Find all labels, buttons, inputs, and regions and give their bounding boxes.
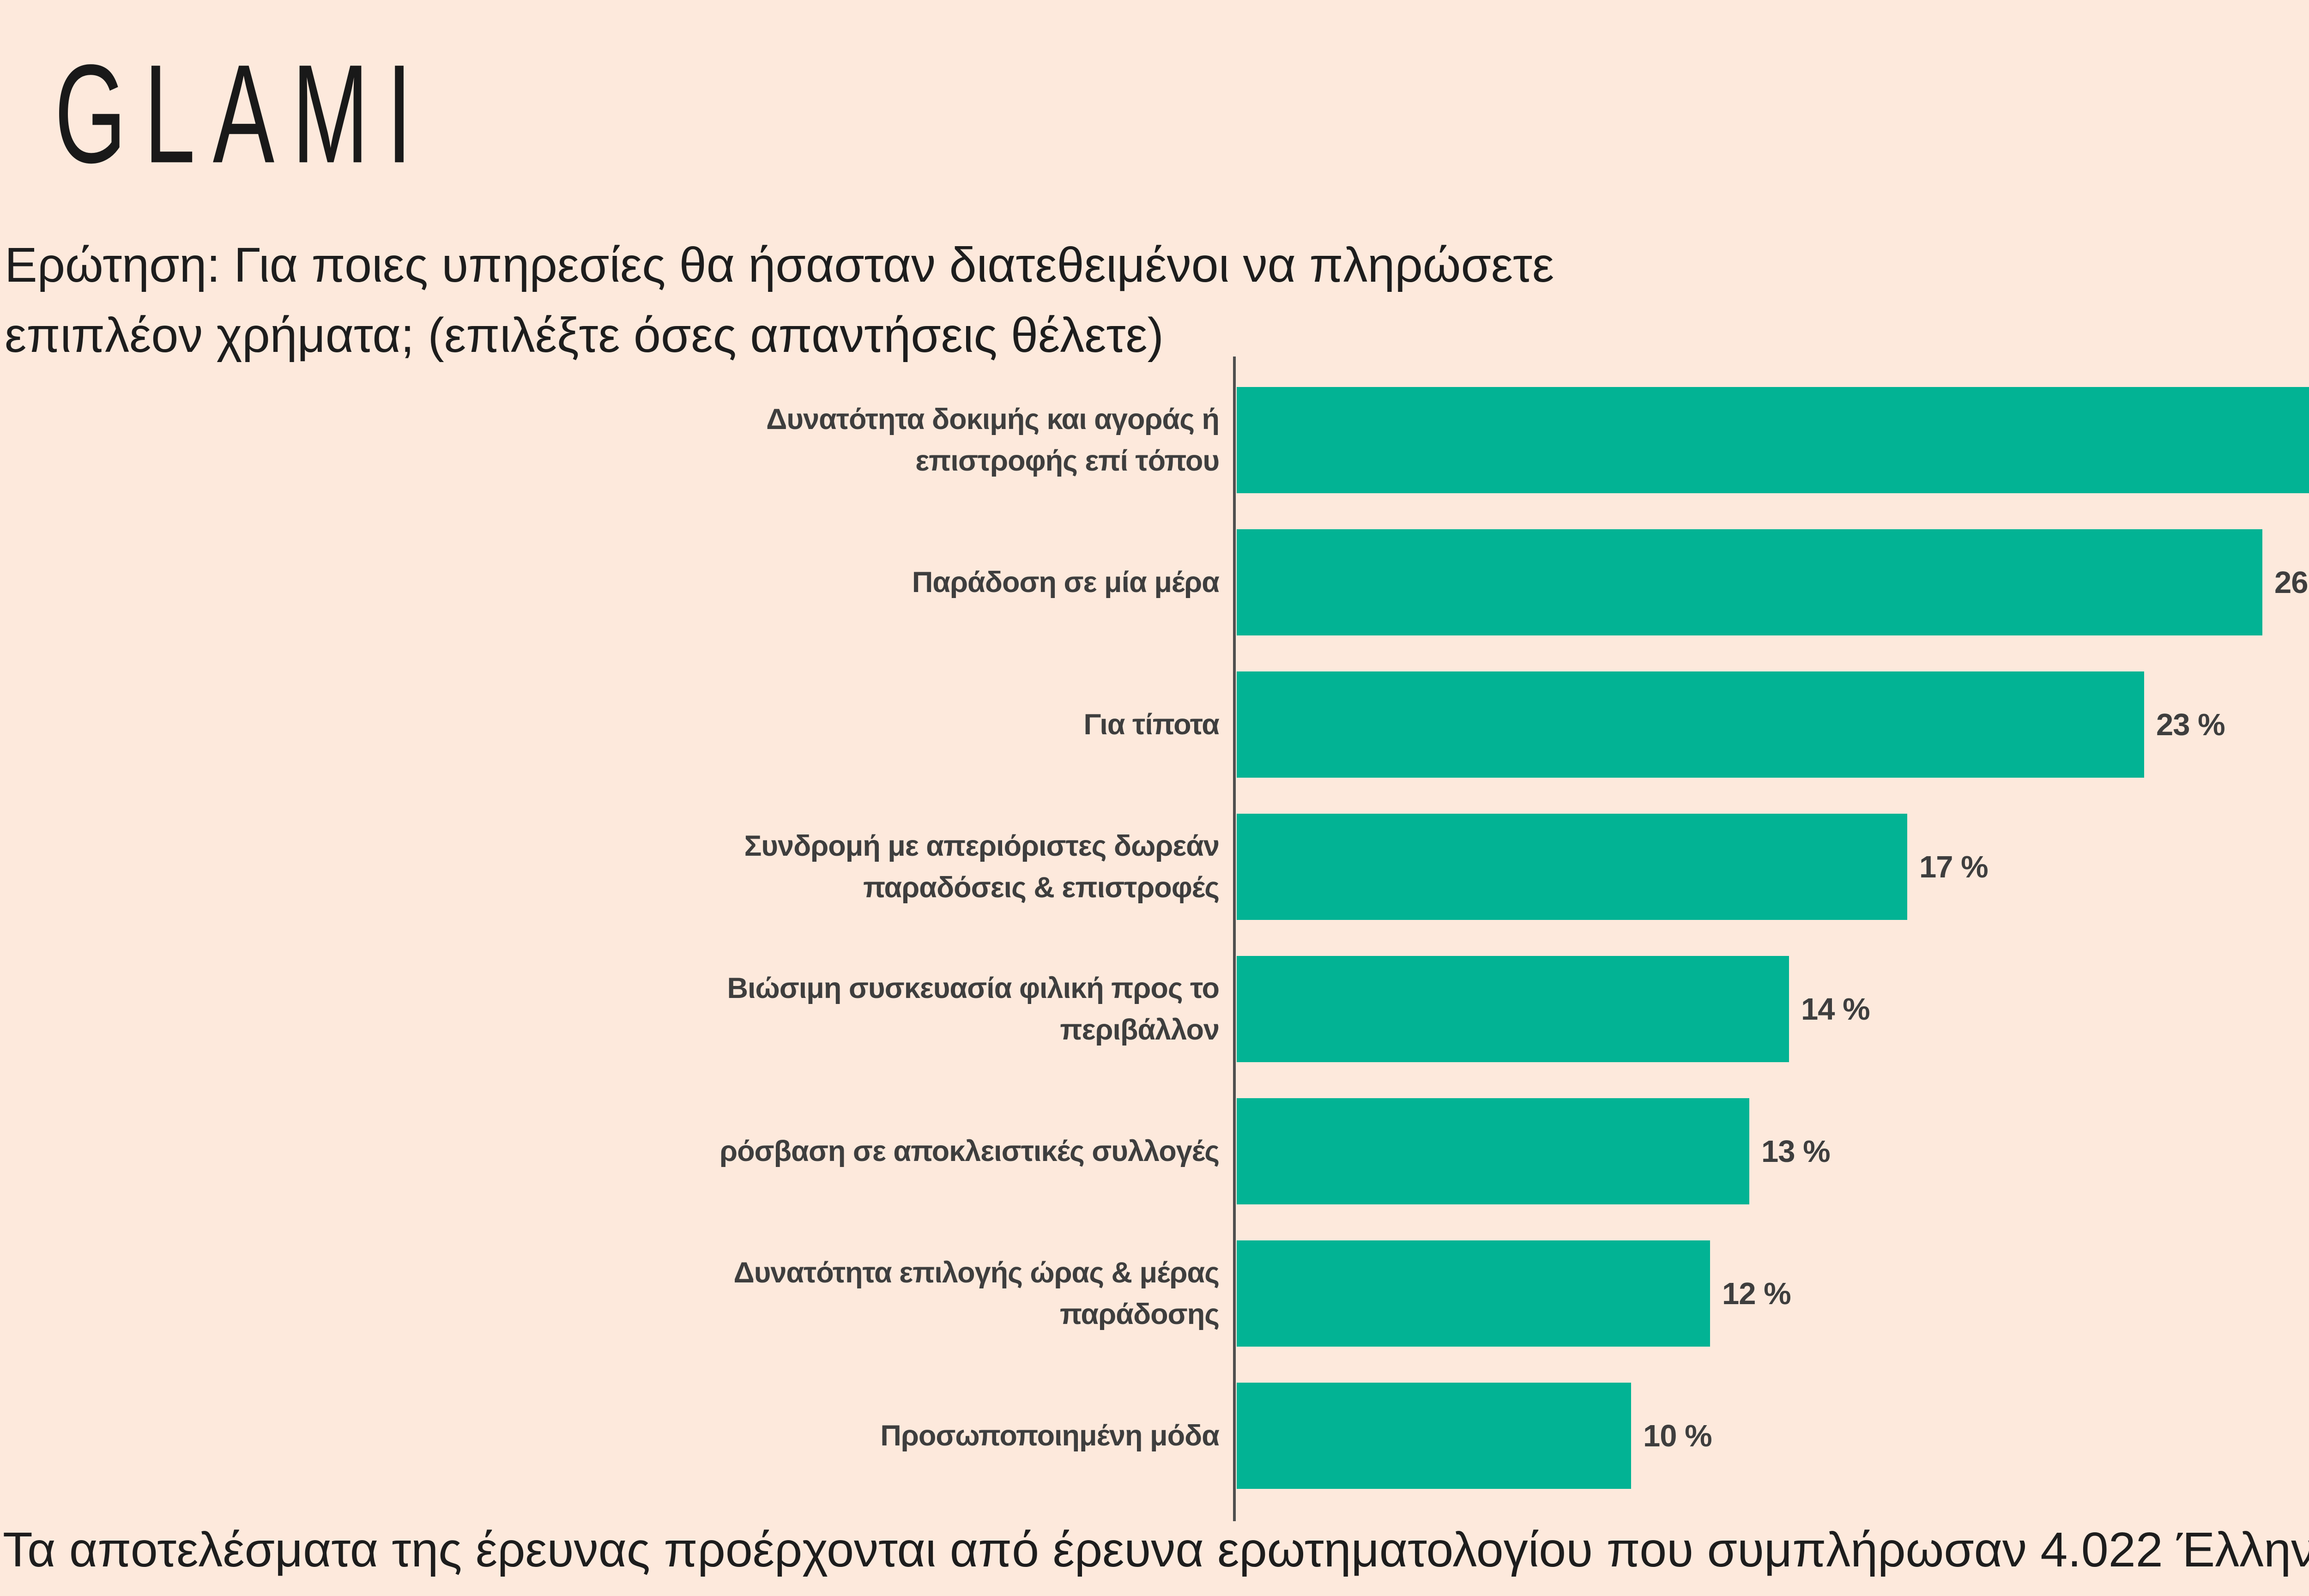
bar — [1237, 1240, 1710, 1347]
source-note: Τα αποτελέσματα της έρευνας προέρχονται … — [3, 1523, 2309, 1577]
bar-value-label: 17 % — [1919, 849, 1989, 884]
bar-value-label: 14 % — [1801, 991, 1870, 1027]
bar-value-label: 13 % — [1761, 1134, 1831, 1169]
bar-category-label: Συνδρομή με απεριόριστες δωρεάν παραδόσε… — [744, 830, 1220, 904]
bar-value-label: 23 % — [2156, 707, 2225, 742]
bar — [1237, 1098, 1749, 1204]
bar-category-label: Δυνατότητα επιλογής ώρας & μέρας παράδοσ… — [733, 1257, 1220, 1330]
y-axis-line — [1233, 357, 1236, 1521]
bar — [1237, 814, 1907, 920]
bar-value-label: 10 % — [1643, 1418, 1712, 1453]
bar — [1237, 529, 2262, 635]
bar-category-label: Δυνατότητα δοκιμής και αγοράς ή επιστροφ… — [766, 403, 1220, 477]
bar — [1237, 671, 2144, 778]
survey-question-text: Ερώτηση: Για ποιες υπηρεσίες θα ήσασταν … — [5, 238, 1554, 363]
bar-category-label: Για τίποτα — [1083, 708, 1220, 741]
bar-category-label: Βιώσιμη συσκευασία φιλική προς το περιβά… — [727, 972, 1220, 1046]
bar-value-label: 12 % — [1722, 1276, 1791, 1311]
bar — [1237, 1383, 1631, 1489]
glami-logo: GLAMI — [54, 36, 430, 193]
bar — [1237, 956, 1789, 1062]
bar-category-label: Παράδοση σε μία μέρα — [912, 566, 1220, 598]
bar-value-label: 26 % — [2274, 565, 2309, 600]
bar — [1237, 387, 2309, 493]
bar-category-label: ρόσβαση σε αποκλειστικές συλλογές — [719, 1135, 1220, 1167]
bar-category-label: Προσωποποιημένη μόδα — [880, 1420, 1220, 1452]
